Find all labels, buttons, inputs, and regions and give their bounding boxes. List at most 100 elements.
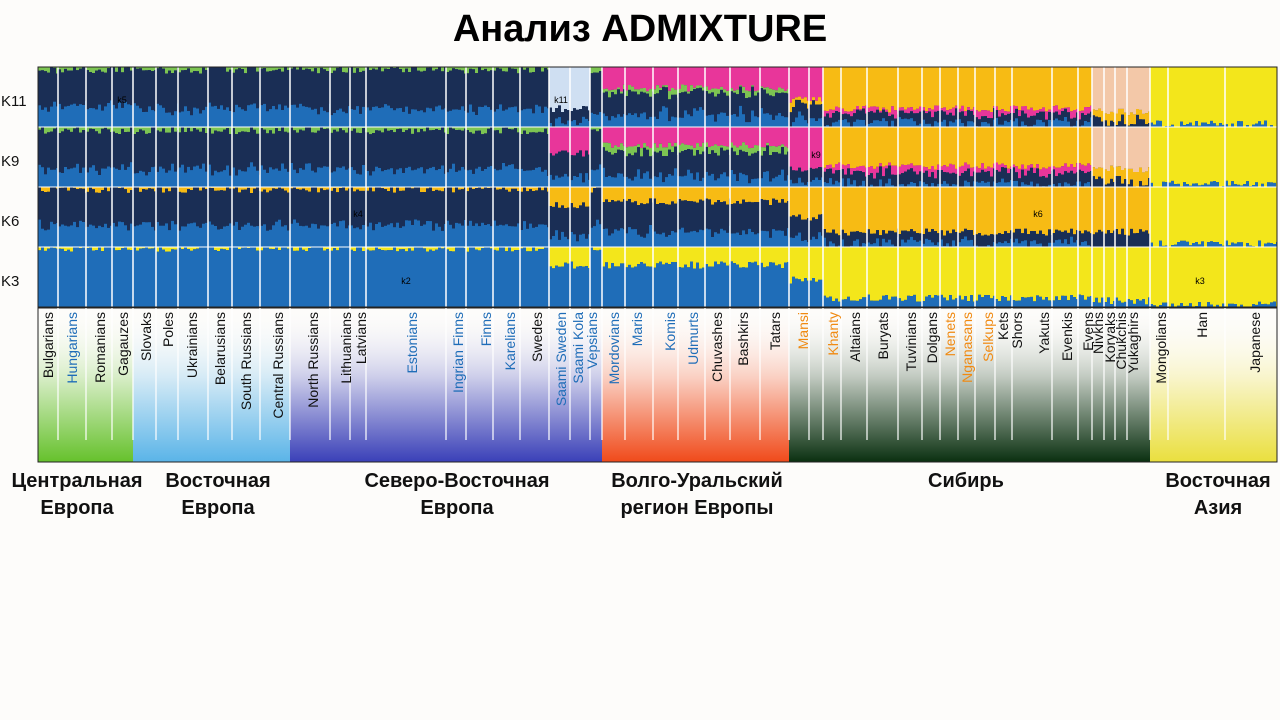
ancestry-segment [256, 108, 259, 127]
ancestry-segment [293, 250, 296, 307]
ancestry-segment [549, 266, 552, 307]
ancestry-segment [850, 111, 853, 117]
ancestry-segment [1228, 187, 1231, 246]
ancestry-segment [112, 167, 115, 187]
ancestry-segment [818, 118, 821, 127]
ancestry-segment [514, 127, 517, 129]
ancestry-segment [211, 175, 214, 187]
ancestry-segment [975, 110, 978, 118]
ancestry-segment [181, 249, 184, 307]
ancestry-segment [387, 187, 390, 192]
ancestry-segment [1024, 228, 1027, 241]
ancestry-segment [1130, 247, 1133, 301]
ancestry-segment [336, 250, 339, 307]
ancestry-segment [256, 127, 259, 134]
ancestry-segment [47, 247, 50, 249]
ancestry-segment [1067, 67, 1070, 108]
ancestry-segment [405, 247, 408, 252]
ancestry-segment [687, 267, 690, 307]
ancestry-segment [653, 143, 656, 152]
ancestry-segment [95, 192, 98, 229]
ancestry-segment [937, 164, 940, 170]
ancestry-segment [446, 247, 449, 250]
ancestry-segment [356, 247, 359, 307]
ancestry-segment [98, 192, 101, 226]
ancestry-segment [684, 127, 687, 145]
ancestry-segment [1234, 127, 1237, 185]
ancestry-segment [590, 187, 593, 193]
ancestry-segment [576, 241, 579, 247]
ancestry-segment [1070, 295, 1073, 307]
ancestry-segment [1107, 171, 1110, 184]
ancestry-segment [973, 167, 975, 172]
ancestry-segment [696, 67, 699, 86]
ancestry-segment [674, 146, 677, 169]
ancestry-segment [838, 301, 841, 307]
ancestry-segment [665, 177, 668, 187]
ancestry-segment [576, 67, 579, 110]
ancestry-segment [628, 146, 631, 154]
ancestry-segment [174, 127, 177, 132]
ancestry-segment [859, 109, 862, 111]
ancestry-segment [299, 168, 302, 187]
ancestry-segment [127, 104, 130, 127]
ancestry-segment [643, 187, 646, 205]
ancestry-segment [393, 174, 396, 187]
ancestry-segment [705, 67, 708, 87]
ancestry-segment [375, 67, 378, 70]
ancestry-segment [585, 118, 588, 127]
ancestry-segment [76, 105, 79, 127]
ancestry-segment [538, 127, 541, 132]
ancestry-segment [1207, 124, 1210, 127]
ancestry-segment [876, 187, 879, 231]
ancestry-segment [1021, 182, 1024, 187]
ancestry-segment [171, 163, 174, 187]
ancestry-segment [775, 247, 778, 266]
ancestry-segment [508, 187, 511, 192]
ancestry-segment [92, 189, 95, 226]
ancestry-segment [165, 251, 168, 307]
ancestry-segment [815, 187, 818, 220]
ancestry-segment [561, 205, 564, 232]
ancestry-segment [1030, 247, 1033, 297]
ancestry-segment [549, 174, 552, 187]
ancestry-segment [778, 113, 781, 127]
ancestry-segment [993, 181, 995, 187]
ancestry-segment [1264, 243, 1267, 247]
ancestry-segment [350, 187, 353, 226]
ancestry-segment [754, 187, 757, 202]
ancestry-segment [520, 67, 523, 111]
ancestry-segment [879, 163, 882, 167]
ancestry-segment [393, 192, 396, 228]
ancestry-segment [605, 187, 608, 200]
ancestry-segment [178, 112, 181, 127]
ancestry-segment [1052, 106, 1055, 113]
ancestry-segment [1264, 120, 1267, 127]
ancestry-segment [748, 97, 751, 123]
ancestry-segment [1195, 187, 1198, 243]
ancestry-segment [823, 182, 826, 187]
ancestry-segment [967, 67, 970, 108]
ancestry-segment [792, 276, 795, 307]
ancestry-segment [829, 117, 832, 127]
ancestry-segment [1081, 164, 1084, 171]
ancestry-segment [859, 247, 862, 300]
ancestry-segment [720, 187, 723, 203]
ancestry-segment [469, 68, 472, 105]
ancestry-segment [1142, 187, 1145, 232]
ancestry-segment [302, 130, 305, 170]
ancestry-segment [832, 229, 835, 244]
ancestry-segment [162, 127, 165, 129]
ancestry-segment [856, 109, 859, 120]
ancestry-segment [949, 187, 952, 234]
ancestry-segment [681, 176, 684, 187]
ancestry-segment [284, 187, 287, 191]
ancestry-segment [1033, 231, 1036, 241]
ancestry-segment [1204, 183, 1207, 187]
ancestry-segment [702, 90, 705, 110]
ancestry-segment [1101, 231, 1104, 247]
ancestry-segment [211, 133, 214, 176]
ancestry-segment [1004, 231, 1007, 242]
ancestry-segment [517, 247, 520, 251]
ancestry-segment [478, 166, 481, 187]
